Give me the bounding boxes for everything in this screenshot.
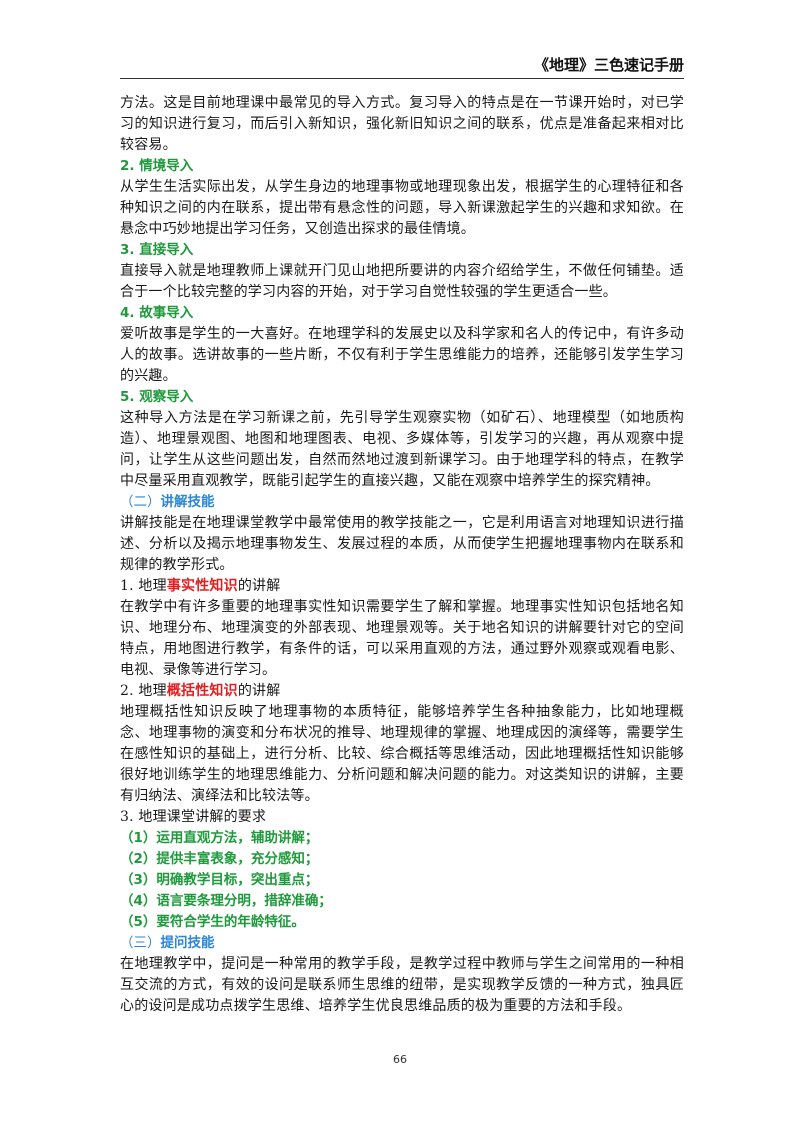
topic-line: 1. 地理事实性知识的讲解 <box>120 576 684 597</box>
paragraph: 在教学中有许多重要的地理事实性知识需要学生了解和掌握。地理事实性知识包括地名知识… <box>120 599 684 678</box>
requirement-item: （2）提供丰富表象，充分感知； <box>120 851 319 867</box>
requirement-item: （4）语言要条理分明，措辞准确； <box>120 893 332 909</box>
page-body: 方法。这是目前地理课中最常见的导入方式。复习导入的特点是在一节课开始时，对已学习… <box>120 93 684 1017</box>
paragraph: 这种导入方法是在学习新课之前，先引导学生观察实物（如矿石）、地理模型（如地质构造… <box>120 410 684 489</box>
section-heading: （二）讲解技能 <box>120 492 684 513</box>
requirement-item: （1）运用直观方法，辅助讲解； <box>120 830 319 846</box>
section-heading-number: （二） <box>120 494 161 510</box>
highlight-term: 事实性知识 <box>166 578 238 594</box>
topic-text: 1. 地理 <box>120 578 167 594</box>
paragraph: 3. 地理课堂讲解的要求 <box>120 809 267 825</box>
subsection-heading: 5. 观察导入 <box>120 389 194 405</box>
subsection-heading: 2. 情境导入 <box>120 158 194 174</box>
paragraph: 直接导入就是地理教师上课就开门见山地把所要讲的内容介绍给学生，不做任何铺垫。适合… <box>120 263 684 300</box>
requirement-item: （5）要符合学生的年龄特征。 <box>120 914 305 930</box>
topic-line: 2. 地理概括性知识的讲解 <box>120 681 684 702</box>
requirement-item: （3）明确教学目标，突出重点； <box>120 872 319 888</box>
paragraph: 从学生生活实际出发，从学生身边的地理事物或地理现象出发，根据学生的心理特征和各种… <box>120 179 684 237</box>
highlight-term: 概括性知识 <box>166 683 238 699</box>
header-title: 《地理》三色速记手册 <box>533 56 684 74</box>
section-heading-text: 讲解技能 <box>160 494 215 510</box>
topic-text: 的讲解 <box>237 683 281 699</box>
section-heading-number: （三） <box>120 935 161 951</box>
subsection-heading: 3. 直接导入 <box>120 242 194 258</box>
paragraph: 讲解技能是在地理课堂教学中最常使用的教学技能之一，它是利用语言对地理知识进行描述… <box>120 515 684 573</box>
paragraph: 爱听故事是学生的一大喜好。在地理学科的发展史以及科学家和名人的传记中，有许多动人… <box>120 326 684 384</box>
topic-text: 2. 地理 <box>120 683 167 699</box>
section-heading-text: 提问技能 <box>160 935 215 951</box>
subsection-heading: 4. 故事导入 <box>120 305 194 321</box>
paragraph: 方法。这是目前地理课中最常见的导入方式。复习导入的特点是在一节课开始时，对已学习… <box>120 95 684 153</box>
paragraph: 在地理教学中，提问是一种常用的教学手段，是教学过程中教师与学生之间常用的一种相互… <box>120 956 684 1014</box>
paragraph: 地理概括性知识反映了地理事物的本质特征，能够培养学生各种抽象能力，比如地理概念、… <box>120 704 684 804</box>
page-number: 66 <box>393 1053 407 1066</box>
page-header: 《地理》三色速记手册 <box>120 52 684 79</box>
section-heading: （三）提问技能 <box>120 933 684 954</box>
topic-text: 的讲解 <box>237 578 281 594</box>
